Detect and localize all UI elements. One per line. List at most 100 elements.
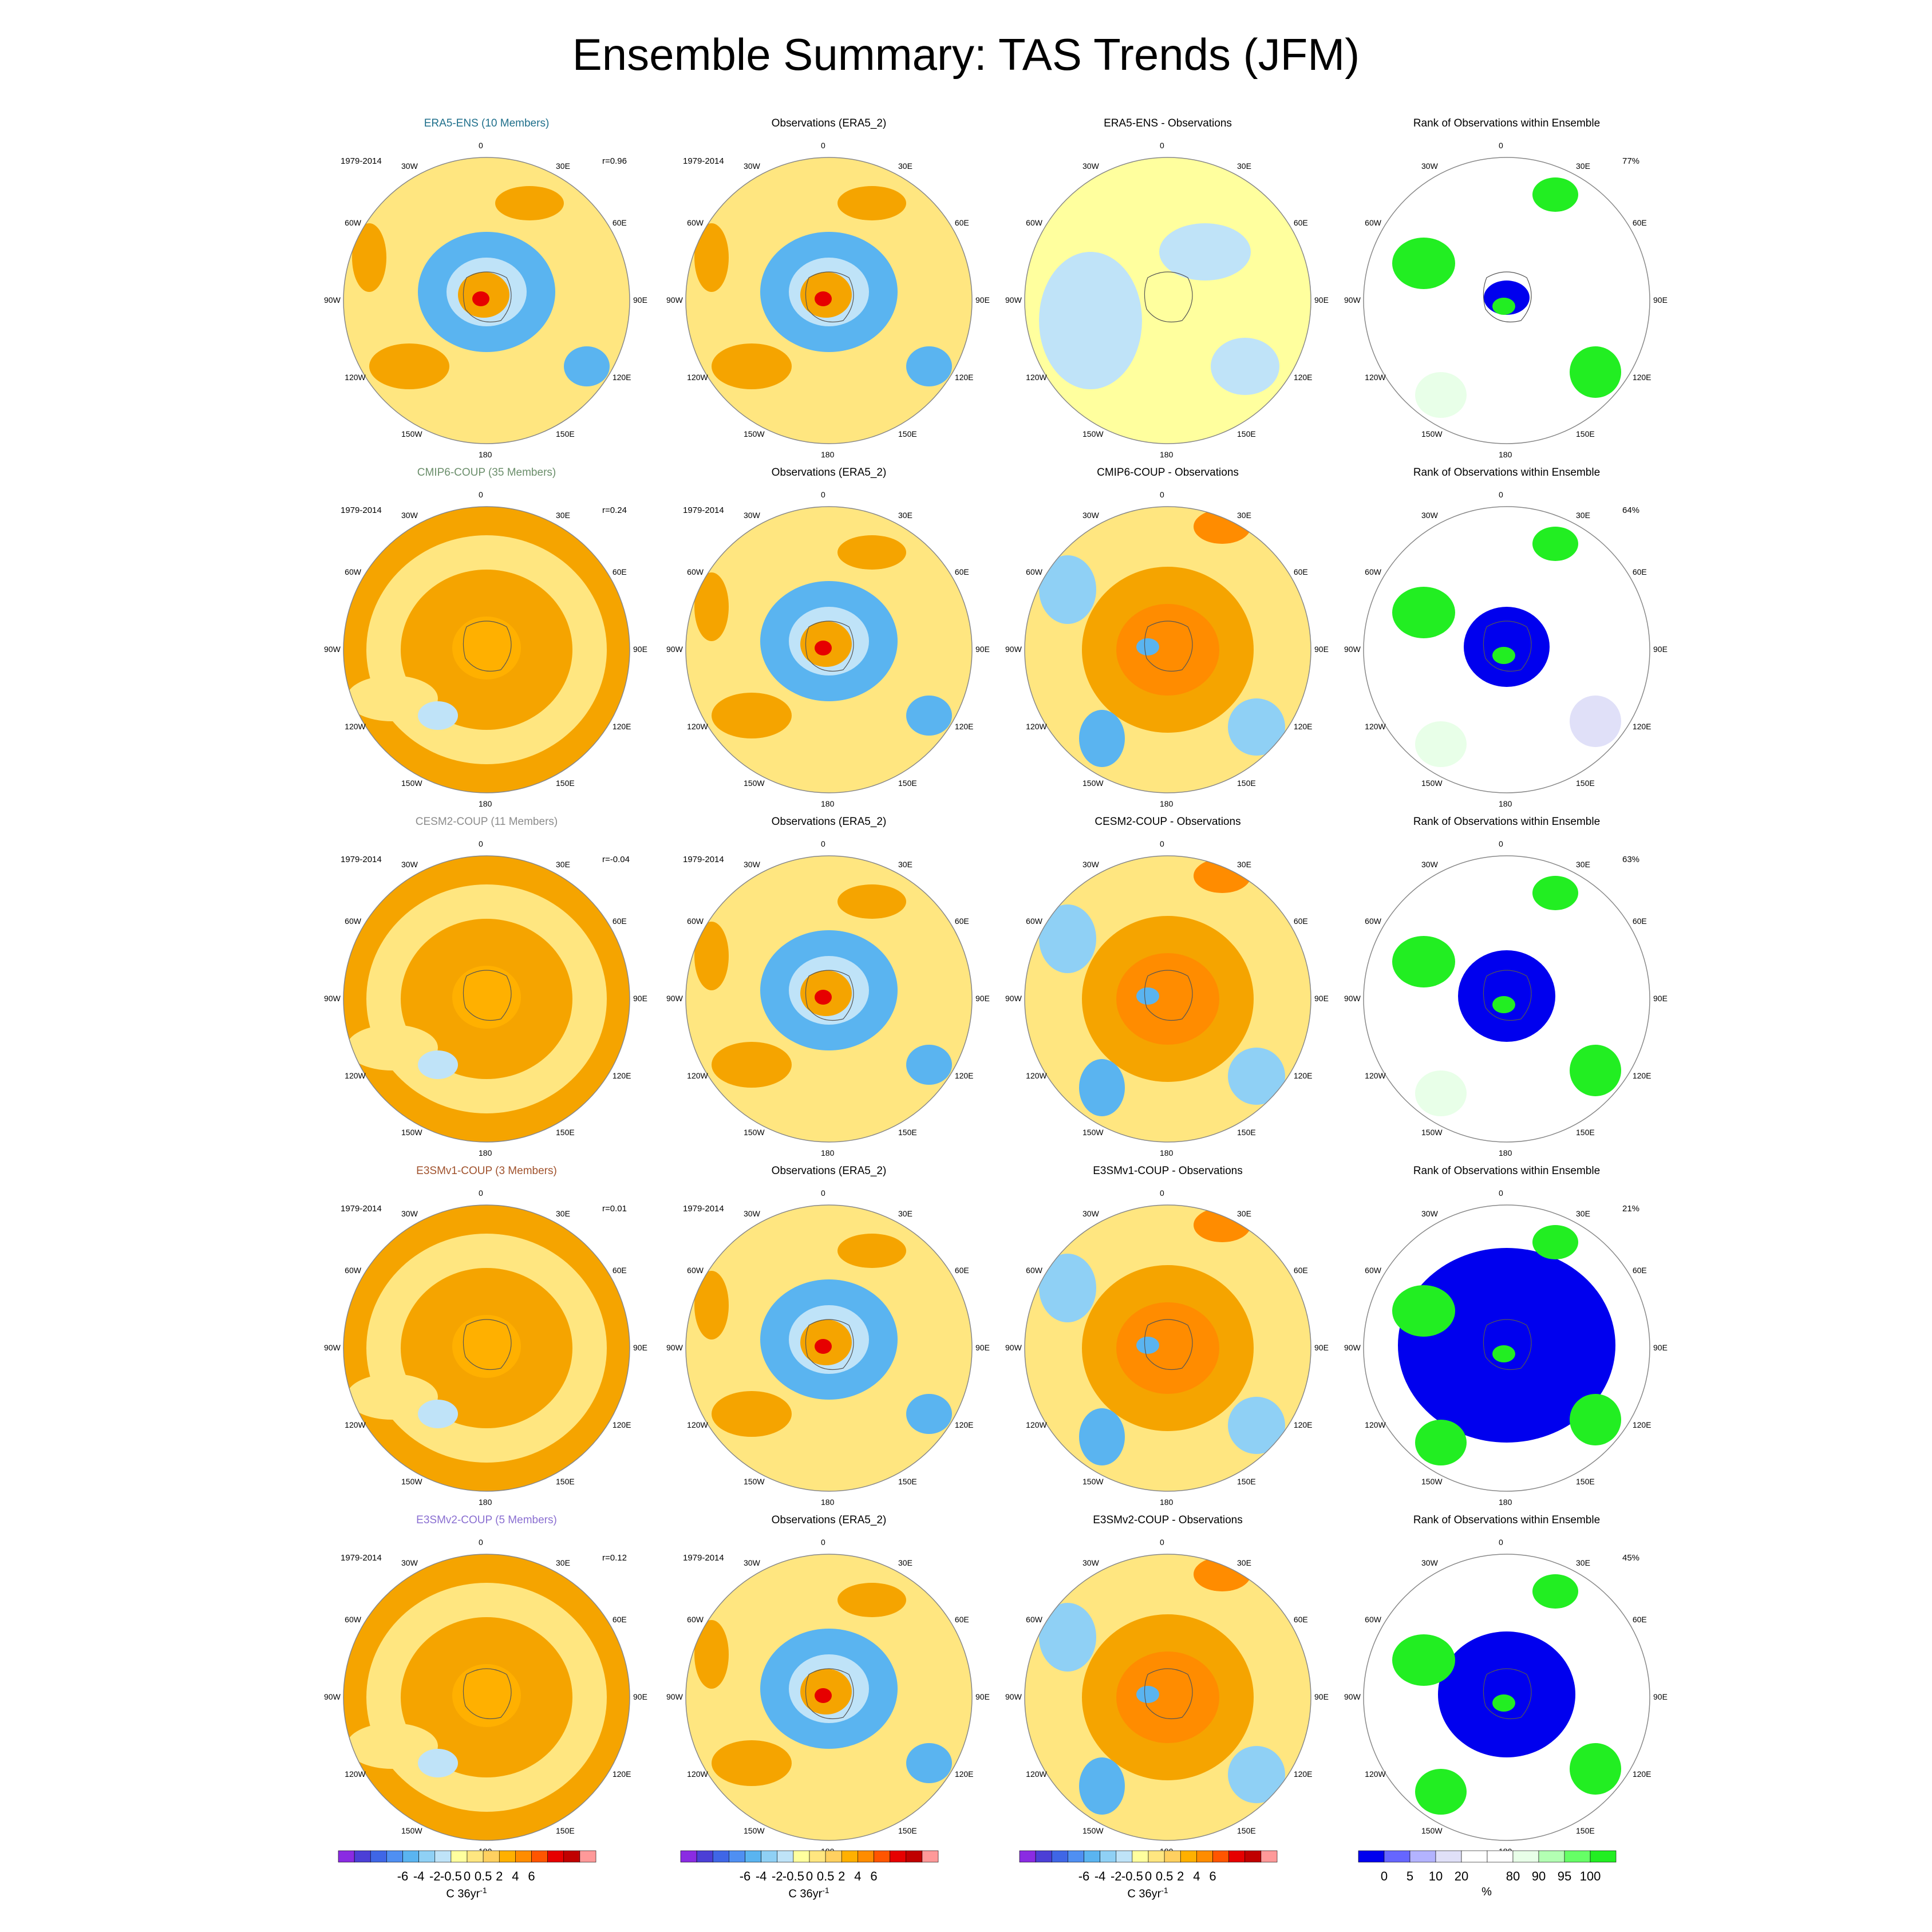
longitude-label: 0 [1160, 141, 1164, 150]
colorbar-tick-label: 6 [1209, 1869, 1216, 1883]
map-anomaly-region [1116, 1652, 1219, 1743]
map-anomaly-region [1079, 1408, 1125, 1465]
longitude-label: 120W [1365, 722, 1386, 731]
map-anomaly-region [1039, 1603, 1096, 1672]
rank-polar-map [1363, 1554, 1650, 1841]
longitude-label: 150W [1421, 429, 1443, 438]
antarctica-coastline [1483, 1668, 1532, 1720]
longitude-label: 120W [345, 1071, 366, 1080]
map-anomaly-region [452, 617, 521, 679]
longitude-label: 30E [1576, 1558, 1590, 1568]
colorbar-tick-label: 95 [1557, 1869, 1572, 1883]
map-anomaly-region [1532, 876, 1578, 910]
longitude-label: 30E [1237, 860, 1251, 870]
longitude-label: 30E [556, 1209, 570, 1219]
diff-panel: E3SMv1-COUP - Observations 0 30E 60E 90E 120E… [990, 1165, 1345, 1514]
longitude-label: 90W [1005, 645, 1022, 654]
longitude-label: 150E [1576, 778, 1595, 788]
longitude-label: 180 [821, 1148, 835, 1157]
antarctica-coastline [805, 970, 854, 1021]
obs-polar-map [685, 855, 973, 1143]
longitude-label: 150W [744, 429, 765, 438]
colorbar-swatch [1019, 1850, 1036, 1863]
longitude-label: 60E [954, 1266, 969, 1275]
rank-panel: Rank of Observations within Ensemble 21% 0… [1329, 1165, 1684, 1514]
map-anomaly-region [1228, 698, 1285, 756]
colorbar-tick-label: -0.5 [440, 1869, 462, 1883]
longitude-label: 120E [612, 1769, 631, 1779]
longitude-label: 90E [633, 1692, 647, 1701]
map-anomaly-region [1570, 1394, 1621, 1445]
longitude-label: 60E [612, 1266, 627, 1275]
longitude-label: 60W [1365, 567, 1381, 576]
rank-panel: Rank of Observations within Ensemble 45% 0… [1329, 1514, 1684, 1863]
map-anomaly-region [906, 1743, 952, 1783]
colorbar-tick-label: 0.5 [474, 1869, 492, 1883]
colorbar-swatch [712, 1850, 729, 1863]
longitude-label: 120E [954, 1769, 974, 1779]
longitude-label: 150E [898, 1476, 917, 1486]
antarctica-coastline [805, 271, 854, 323]
longitude-label: 150E [556, 1127, 575, 1137]
longitude-label: 150W [1082, 1127, 1104, 1137]
colorbar-swatch [1164, 1850, 1181, 1863]
colorbar-swatch [1590, 1850, 1617, 1863]
map-border [343, 1204, 630, 1492]
longitude-label: 150E [1576, 1826, 1595, 1835]
obs-panel-title: Observations (ERA5_2) [771, 467, 887, 479]
longitude-label: 120E [1293, 1071, 1313, 1080]
colorbar-unit-exponent: -1 [480, 1886, 487, 1895]
map-border [343, 855, 630, 1143]
longitude-label: 120E [612, 1420, 631, 1429]
diff-panel-title: CMIP6-COUP - Observations [1097, 467, 1239, 479]
longitude-label: 30W [1082, 161, 1099, 171]
longitude-label: 60W [1365, 218, 1381, 227]
rank-panel-title: Rank of Observations within Ensemble [1413, 467, 1601, 479]
colorbar-swatch [515, 1850, 532, 1863]
longitude-label: 60W [687, 218, 704, 227]
antarctica-coastline [1483, 621, 1532, 672]
colorbar-swatch [696, 1850, 713, 1863]
longitude-label: 60W [345, 916, 361, 926]
longitude-label: 120W [345, 1420, 366, 1429]
longitude-label: 180 [821, 1498, 835, 1507]
longitude-label: 0 [821, 1188, 825, 1198]
longitude-label: 90E [1314, 994, 1329, 1003]
period-label: 1979-2014 [341, 1553, 382, 1563]
model-panel-title: CMIP6-COUP (35 Members) [417, 467, 556, 479]
period-label: 1979-2014 [683, 156, 724, 166]
longitude-label: 90W [324, 295, 341, 305]
longitude-label: 150W [744, 1476, 765, 1486]
longitude-label: 90E [1314, 1692, 1329, 1701]
longitude-label: 90E [1653, 1692, 1668, 1701]
longitude-label: 30W [744, 511, 760, 520]
longitude-label: 150E [1576, 1476, 1595, 1486]
map-anomaly-region [712, 1042, 792, 1088]
map-anomaly-region [1415, 721, 1467, 767]
map-anomaly-region [837, 535, 906, 570]
antarctica-coastline [805, 1668, 854, 1720]
map-anomaly-region [352, 223, 386, 292]
colorbar-swatch [1116, 1850, 1133, 1863]
longitude-label: 120W [1365, 1420, 1386, 1429]
diff-polar-map [1024, 506, 1311, 793]
obs-panel: Observations (ERA5_2) 1979-2014 0 30E 60E 90E… [651, 117, 1006, 467]
map-anomaly-region [1492, 647, 1515, 664]
colorbar-swatch [809, 1850, 826, 1863]
longitude-label: 90E [1314, 645, 1329, 654]
longitude-label: 30W [1082, 511, 1099, 520]
map-anomaly-region [1228, 1397, 1285, 1454]
longitude-label: 120E [954, 373, 974, 382]
colorbar-swatch [467, 1850, 484, 1863]
longitude-label: 120W [1026, 1071, 1047, 1080]
colorbar-tick-label: 90 [1531, 1869, 1546, 1883]
colorbar-swatch [1132, 1850, 1149, 1863]
longitude-label: 60W [345, 1615, 361, 1624]
longitude-label: 60W [687, 567, 704, 576]
colorbar-swatch [451, 1850, 468, 1863]
longitude-label: 180 [1499, 799, 1512, 808]
longitude-label: 0 [821, 839, 825, 848]
colorbar-swatch [1384, 1850, 1411, 1863]
map-anomaly-region [837, 1583, 906, 1617]
obs-polar-map [685, 1204, 973, 1492]
